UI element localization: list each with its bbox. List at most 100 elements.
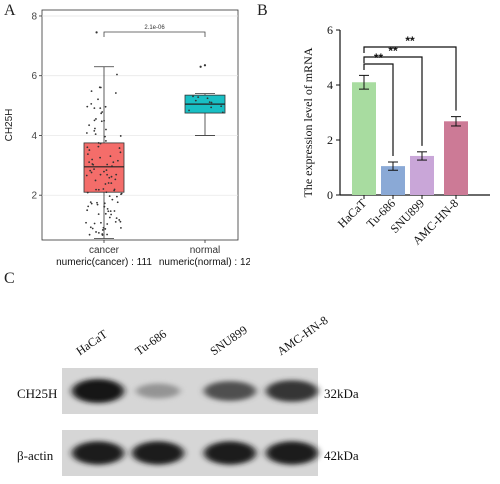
data-point: [115, 173, 118, 176]
bar-SNU899: [410, 155, 434, 195]
tick-label-y: 4: [327, 78, 333, 92]
data-point: [105, 169, 108, 172]
significance-bracket: [103, 31, 206, 37]
data-point: [108, 195, 111, 198]
significance-label: **: [374, 51, 384, 65]
data-point: [105, 191, 108, 194]
data-point: [104, 105, 107, 108]
blot-row-label-actin: β-actin: [17, 448, 54, 463]
data-point: [86, 153, 89, 156]
data-point: [94, 127, 96, 130]
data-point: [194, 99, 197, 102]
data-point: [210, 101, 213, 104]
panel-label-b: B: [257, 2, 268, 19]
data-point: [93, 107, 96, 110]
data-point: [114, 220, 117, 223]
data-point: [86, 209, 89, 212]
western-blot: HaCaT Tu-686 SNU899 AMC-HN-8 CH25H β-actin …: [0, 300, 500, 484]
data-point: [85, 132, 88, 134]
data-point: [112, 161, 115, 164]
data-point: [94, 133, 97, 136]
blot-row-label-ch25h: CH25H: [17, 386, 58, 401]
data-point: [107, 182, 110, 184]
data-point: [113, 210, 116, 212]
blot-band: [72, 379, 124, 403]
data-point: [104, 183, 107, 185]
data-point: [220, 105, 223, 108]
data-point: [97, 98, 99, 101]
data-point: [206, 97, 209, 100]
data-point: [89, 201, 92, 204]
data-point: [97, 188, 100, 191]
tick-label-y: 6: [327, 23, 333, 37]
data-point: [210, 106, 213, 109]
data-point: [89, 169, 92, 172]
data-point: [116, 201, 119, 204]
data-point: [100, 120, 103, 123]
blot-band: [136, 383, 180, 399]
axis-label-y: CH25H: [4, 109, 15, 142]
data-point: [86, 146, 89, 149]
significance-label: **: [405, 34, 415, 48]
blot-band: [266, 380, 318, 402]
data-point: [119, 220, 122, 223]
data-point: [99, 173, 102, 176]
data-point: [100, 221, 102, 224]
data-point: [114, 92, 117, 94]
data-point: [106, 233, 108, 236]
axis-label-y: The expression level of mRNA: [301, 47, 315, 197]
blot-band: [266, 441, 318, 465]
data-point: [97, 232, 100, 234]
plot-area: [41, 9, 239, 241]
blot-band: [204, 441, 256, 465]
data-point: [86, 105, 89, 108]
data-point: [89, 226, 92, 229]
blot-size-actin: 42kDa: [324, 448, 359, 463]
data-point: [119, 135, 122, 137]
blot-image: [62, 368, 318, 476]
data-point: [113, 188, 116, 191]
data-point: [99, 107, 102, 110]
significance-bracket: [363, 46, 457, 111]
data-point: [97, 213, 100, 216]
outlier-point: [95, 31, 98, 34]
data-point: [91, 158, 94, 161]
data-point: [99, 156, 101, 159]
outlier-point: [203, 64, 207, 67]
tick-label-y: 0: [327, 188, 333, 202]
data-point: [109, 155, 112, 158]
data-point: [102, 188, 105, 190]
data-point: [208, 101, 211, 104]
data-point: [197, 96, 200, 99]
data-point: [110, 182, 113, 185]
data-point: [120, 193, 122, 196]
data-point: [93, 119, 96, 122]
data-point: [91, 227, 94, 230]
data-point: [106, 173, 109, 176]
data-point: [118, 147, 121, 149]
data-point: [104, 135, 106, 138]
box-cancer: [83, 142, 125, 193]
bar-AMC-HN-8: [444, 121, 468, 195]
data-point: [116, 195, 118, 198]
data-point: [101, 229, 104, 231]
data-point: [88, 233, 91, 236]
data-point: [97, 145, 100, 148]
data-point: [88, 124, 91, 127]
tick-label-x: cancer: [89, 245, 120, 256]
data-point: [120, 227, 122, 229]
data-point: [109, 210, 112, 212]
tick-label-y: 8: [31, 11, 37, 22]
data-point: [93, 129, 96, 132]
data-point: [86, 191, 89, 194]
data-point: [103, 205, 106, 208]
data-point: [90, 90, 93, 93]
data-point: [106, 223, 109, 225]
blot-band: [132, 441, 184, 465]
tick-label-x: normal: [190, 245, 221, 256]
data-point: [103, 170, 105, 173]
data-point: [188, 109, 190, 112]
data-point: [95, 231, 97, 233]
